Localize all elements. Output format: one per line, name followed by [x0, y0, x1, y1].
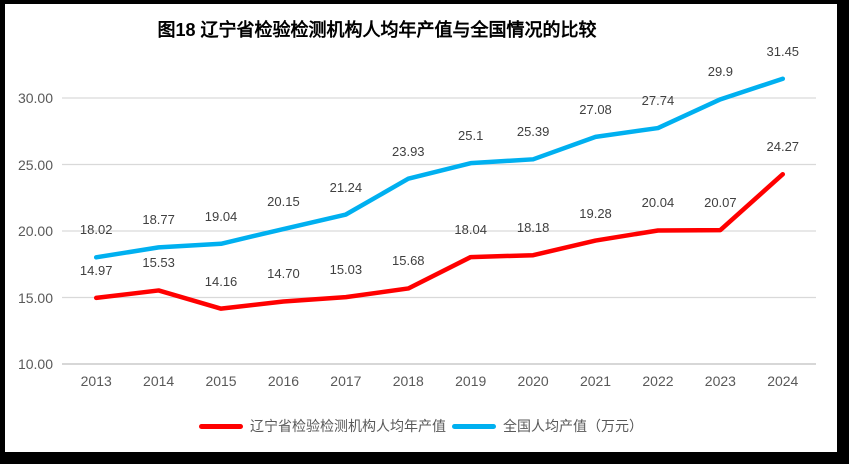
liaoning-data-label: 15.53	[142, 255, 175, 271]
liaoning-data-label: 18.18	[516, 220, 550, 236]
plot-area	[62, 76, 816, 365]
legend-label-national: 全国人均产值（万元）	[503, 418, 643, 434]
national-data-label: 25.39	[516, 124, 550, 140]
x-axis-label: 2020	[517, 373, 549, 389]
liaoning-data-label: 20.04	[641, 195, 675, 211]
legend: 辽宁省检验检测机构人均年产值 全国人均产值（万元）	[5, 415, 837, 437]
chart-title: 图18 辽宁省检验检测机构人均年产值与全国情况的比较	[157, 20, 597, 40]
liaoning-data-label: 15.03	[329, 262, 363, 278]
national-data-label: 18.02	[79, 222, 113, 238]
y-axis-label: 25.00	[17, 156, 53, 173]
x-axis-label: 2018	[392, 373, 424, 389]
liaoning-data-label: 14.16	[204, 273, 238, 289]
national-data-label: 18.77	[142, 212, 175, 228]
national-data-label: 25.1	[458, 128, 484, 144]
x-axis-label: 2021	[579, 373, 612, 389]
national-data-label: 29.9	[707, 64, 734, 80]
national-data-label: 31.45	[766, 43, 800, 59]
chart-canvas: 图18 辽宁省检验检测机构人均年产值与全国情况的比较 10.00 15.00 20.…	[5, 4, 837, 452]
y-axis-label: 15.00	[17, 289, 53, 306]
national-line-swatch	[452, 423, 496, 429]
liaoning-line-swatch	[199, 423, 243, 429]
national-data-label: 23.93	[392, 143, 425, 159]
legend-label-liaoning: 辽宁省检验检测机构人均年产值	[250, 418, 446, 434]
liaoning-data-label: 19.28	[579, 205, 612, 221]
x-axis-label: 2023	[704, 373, 736, 389]
national-data-label: 20.15	[267, 194, 300, 209]
x-axis-label: 2014	[143, 373, 175, 389]
x-axis-label: 2016	[267, 373, 300, 389]
national-data-label: 27.08	[579, 101, 612, 117]
x-axis-label: 2013	[80, 373, 112, 389]
liaoning-series-line	[93, 171, 786, 311]
national-data-label: 27.74	[641, 93, 675, 109]
x-axis-label: 2019	[455, 373, 487, 389]
x-axis-label: 2017	[330, 373, 362, 389]
legend-item-liaoning: 辽宁省检验检测机构人均年产值	[199, 416, 446, 436]
liaoning-data-label: 24.27	[766, 139, 800, 155]
x-axis-label: 2022	[642, 373, 674, 389]
legend-item-national: 全国人均产值（万元）	[452, 416, 643, 436]
y-axis-label: 30.00	[17, 90, 53, 106]
x-axis-label: 2024	[767, 373, 799, 389]
liaoning-data-label: 14.70	[267, 266, 300, 282]
x-axis-label: 2015	[205, 373, 237, 389]
y-axis-label: 20.00	[17, 223, 53, 239]
liaoning-data-label: 18.04	[454, 222, 487, 238]
liaoning-data-label: 14.97	[79, 262, 113, 278]
national-series-line	[93, 76, 786, 260]
liaoning-data-label: 20.07	[704, 195, 737, 211]
y-axis-label: 10.00	[17, 356, 53, 372]
liaoning-data-label: 15.68	[392, 253, 425, 269]
national-data-label: 21.24	[329, 179, 363, 195]
national-data-label: 19.04	[204, 208, 238, 224]
